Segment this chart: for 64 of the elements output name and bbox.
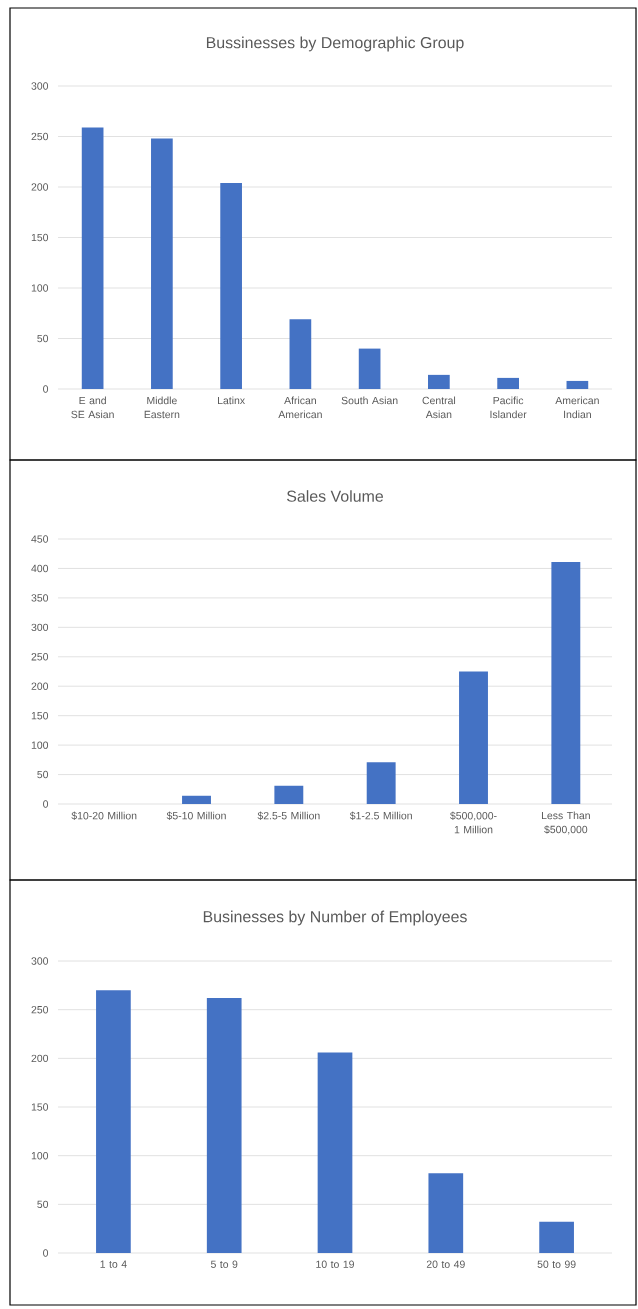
x-tick-label: 5 to 9 — [210, 1260, 238, 1268]
y-tick-label: 100 — [31, 1151, 49, 1160]
y-tick-label: 100 — [31, 741, 49, 749]
y-tick-label: 250 — [31, 1005, 49, 1014]
x-tick-label: African American — [278, 396, 322, 419]
y-tick-label: 400 — [31, 564, 49, 573]
bar — [96, 990, 131, 1254]
bar — [274, 785, 304, 805]
bar — [206, 998, 242, 1254]
x-tick-label: South Asian — [341, 396, 398, 405]
bar — [497, 377, 519, 390]
bar — [366, 762, 396, 805]
y-tick-label: 0 — [43, 800, 49, 808]
bar — [459, 671, 488, 805]
bar — [539, 1221, 574, 1254]
x-tick-label: $1-2.5 Million — [349, 811, 412, 820]
bar — [182, 795, 211, 805]
bar — [551, 561, 581, 805]
bar — [151, 138, 173, 390]
x-tick-label: Central Asian — [422, 396, 456, 419]
y-tick-label: 300 — [31, 82, 49, 90]
y-tick-label: 50 — [37, 770, 49, 779]
y-tick-label: 150 — [31, 711, 49, 720]
bar — [428, 374, 450, 390]
y-tick-label: 450 — [31, 535, 49, 543]
y-tick-label: 300 — [31, 623, 49, 632]
bar — [317, 1052, 353, 1254]
y-tick-label: 50 — [37, 334, 49, 343]
x-tick-label: 20 to 49 — [426, 1260, 465, 1268]
y-tick-label: 250 — [31, 653, 49, 661]
x-tick-label: Pacific Islander — [490, 396, 527, 419]
y-tick-label: 150 — [31, 1103, 49, 1111]
x-tick-label: Latinx — [218, 396, 245, 405]
y-tick-label: 0 — [43, 1249, 49, 1257]
y-tick-label: 200 — [31, 1054, 49, 1063]
y-tick-label: 0 — [43, 385, 49, 393]
x-tick-label: American Indian — [555, 396, 599, 419]
y-tick-label: 300 — [31, 957, 49, 965]
y-tick-label: 150 — [31, 233, 49, 242]
x-tick-label: 1 to 4 — [100, 1260, 127, 1268]
x-tick-label: E and SE Asian — [71, 396, 114, 419]
x-tick-label: $5-10 Million — [166, 811, 226, 820]
x-tick-label: $10-20 Million — [71, 811, 137, 820]
y-tick-label: 50 — [37, 1200, 49, 1209]
x-tick-label: Less Than $500,000 — [541, 811, 590, 835]
bar — [428, 1173, 464, 1254]
x-tick-label: 10 to 19 — [316, 1260, 354, 1268]
chart-title: Bussinesses by Demographic Group — [206, 36, 464, 52]
chart-title: Businesses by Number of Employees — [203, 910, 467, 926]
x-tick-label: 50 to 99 — [537, 1260, 576, 1268]
bar — [358, 348, 381, 390]
y-tick-label: 200 — [31, 682, 49, 690]
y-tick-label: 250 — [31, 132, 49, 141]
y-tick-label: 350 — [31, 594, 49, 602]
bar — [220, 182, 242, 390]
y-tick-label: 100 — [31, 284, 49, 292]
y-tick-label: 200 — [31, 183, 49, 191]
x-tick-label: $500,000-1 Million — [450, 811, 497, 834]
bar — [566, 380, 589, 390]
x-tick-label: $2.5-5 Million — [257, 811, 320, 820]
bar — [81, 127, 104, 390]
bar — [289, 319, 312, 390]
x-tick-label: Middle Eastern — [144, 396, 180, 419]
chart-title: Sales Volume — [286, 490, 384, 502]
